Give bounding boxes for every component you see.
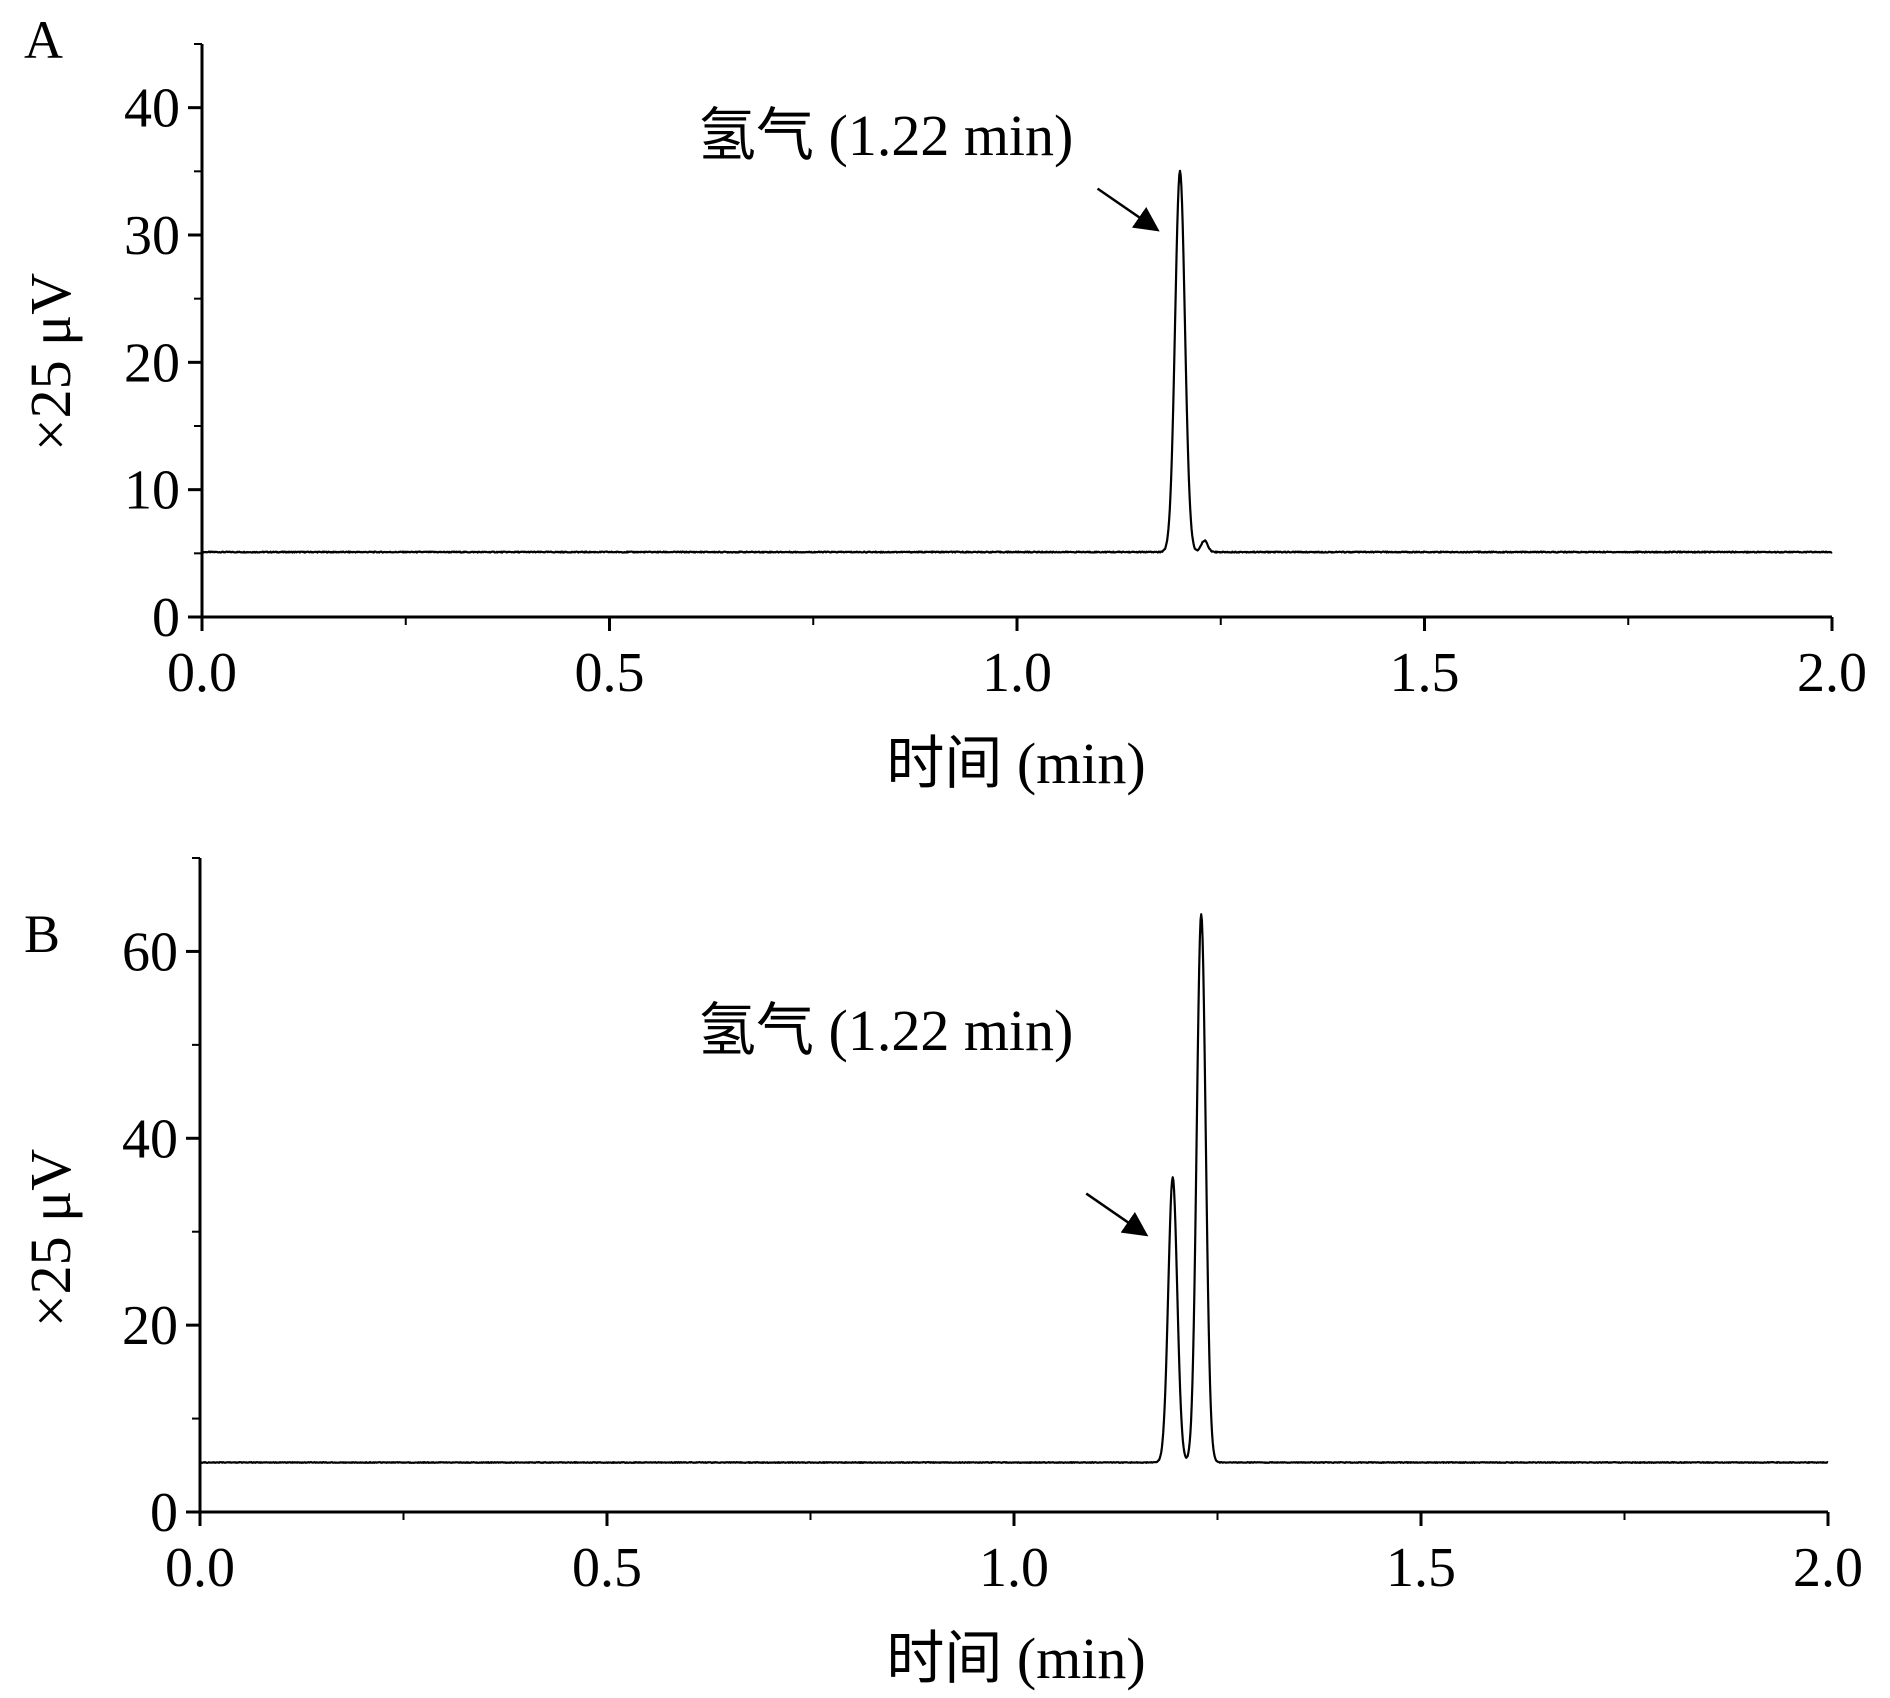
y-tick-label: 40 xyxy=(122,1108,178,1170)
y-tick-label: 40 xyxy=(124,78,180,140)
x-tick-label: 2.0 xyxy=(1797,642,1867,704)
y-tick-label: 30 xyxy=(124,205,180,267)
signal-line xyxy=(199,913,1829,1464)
x-tick-label: 0.0 xyxy=(167,642,237,704)
signal-line xyxy=(201,169,1833,554)
x-axis: 0.0 0.5 1.0 1.5 2.0 xyxy=(165,1510,1863,1599)
x-tick-label: 1.0 xyxy=(979,1537,1049,1599)
x-tick-label: 0.0 xyxy=(165,1537,235,1599)
y-tick-label: 0 xyxy=(150,1482,178,1544)
chart-panel-a: A 0 10 20 30 40 0.0 0.5 1.0 1.5 2.0 时间 (min) ×25… xyxy=(18,10,1867,796)
x-axis: 0.0 0.5 1.0 1.5 2.0 xyxy=(167,615,1867,704)
x-tick-label: 1.5 xyxy=(1386,1537,1456,1599)
x-tick-label: 1.0 xyxy=(982,642,1052,704)
annotation-arrow xyxy=(1096,187,1160,232)
y-tick-label: 20 xyxy=(122,1295,178,1357)
x-axis-title: 时间 (min) xyxy=(886,1626,1145,1691)
x-tick-label: 0.5 xyxy=(572,1537,642,1599)
y-axis-title: ×25 μV xyxy=(18,273,83,451)
plot-marks xyxy=(199,913,1829,1464)
annotation-arrow xyxy=(1085,1192,1149,1237)
peak-annotation: 氢气 (1.22 min) xyxy=(698,103,1073,168)
y-tick-label: 60 xyxy=(122,921,178,983)
chart-panel-b: B 0 20 40 60 0.0 0.5 1.0 1.5 2.0 时间 (min) ×25 μ… xyxy=(18,857,1863,1691)
x-tick-label: 2.0 xyxy=(1793,1537,1863,1599)
x-axis-title: 时间 (min) xyxy=(886,731,1145,796)
x-tick-label: 0.5 xyxy=(575,642,645,704)
y-tick-label: 0 xyxy=(152,587,180,649)
plot-marks xyxy=(201,169,1833,554)
panel-label: A xyxy=(24,10,63,70)
y-axis: 0 10 20 30 40 xyxy=(124,43,204,649)
x-tick-label: 1.5 xyxy=(1390,642,1460,704)
y-tick-label: 20 xyxy=(124,332,180,394)
panel-label: B xyxy=(24,904,60,964)
peak-annotation: 氢气 (1.22 min) xyxy=(698,998,1073,1063)
y-tick-label: 10 xyxy=(124,460,180,522)
y-axis-title: ×25 μV xyxy=(18,1149,83,1327)
y-axis: 0 20 40 60 xyxy=(122,857,202,1544)
